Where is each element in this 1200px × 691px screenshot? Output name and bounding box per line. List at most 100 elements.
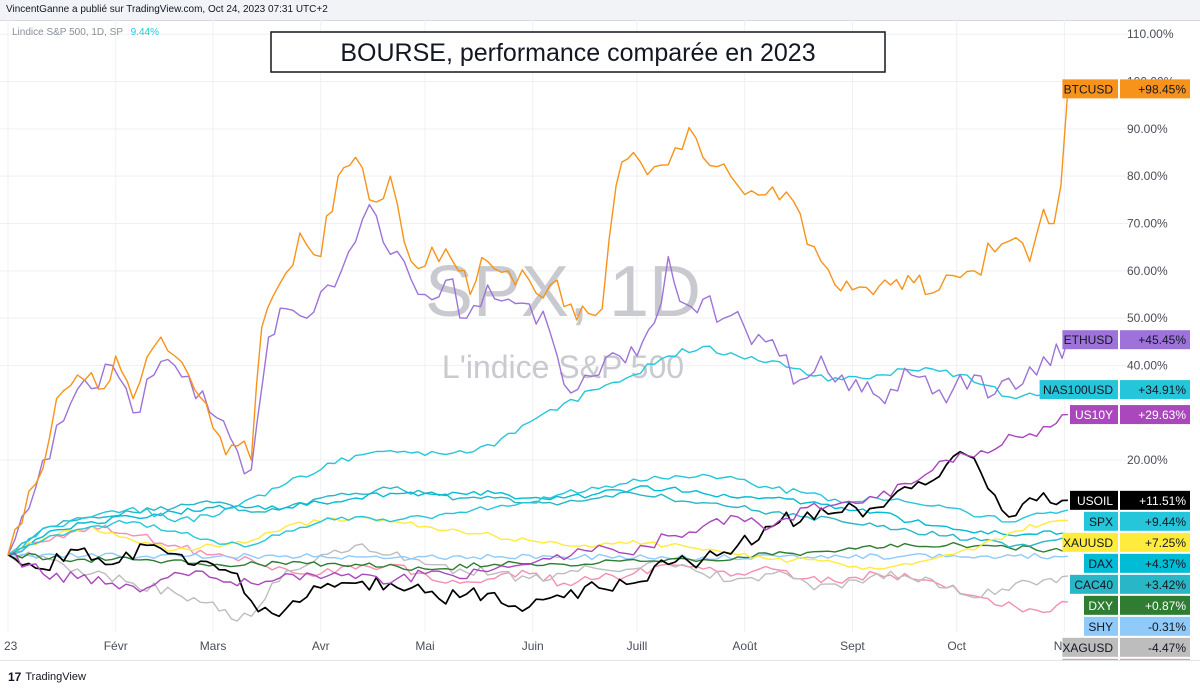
y-tick-label: 20.00% (1127, 453, 1168, 467)
badge-dxy[interactable]: DXY +0.87% (1084, 595, 1190, 615)
y-tick-label: 90.00% (1127, 122, 1168, 136)
series-line-xagusd (7, 543, 1068, 622)
badge-value: -4.47% (1148, 641, 1186, 655)
badge-cac40[interactable]: CAC40 +3.42% (1070, 574, 1190, 594)
series-line-dxy (7, 541, 1068, 571)
legend-info[interactable]: Lindice S&P 500, 1D, SP 9.44% (12, 27, 159, 38)
badge-value: +9.44% (1145, 515, 1186, 529)
x-tick-label: Févr (104, 639, 128, 653)
badge-value-bg (1120, 532, 1190, 552)
badge-spx[interactable]: SPX +9.44% (1084, 511, 1190, 531)
series-line-ethusd (7, 203, 1069, 556)
badge-name: SHY (1088, 620, 1113, 634)
badge-value-bg (1120, 380, 1190, 400)
series-line-us10y (7, 413, 1068, 593)
badge-name-bg (1039, 380, 1118, 400)
series-line-xcuusd (7, 524, 1068, 614)
series-line-xauusd (7, 516, 1068, 570)
series-line-usoil (7, 450, 1068, 618)
badge-value: +4.37% (1145, 557, 1186, 571)
series-line-shy (7, 552, 1068, 561)
badge-ethusd[interactable]: ETHUSD +45.45% (1062, 330, 1190, 350)
badge-usoil[interactable]: USOIL +11.51% (1070, 490, 1190, 510)
y-tick-label: 50.00% (1127, 311, 1168, 325)
chart-area[interactable]: SPX, 1D L'indice S&P 500 110.00%100.00%9… (0, 20, 1200, 660)
badge-name: DXY (1088, 599, 1113, 613)
y-tick-label: 80.00% (1127, 169, 1168, 183)
badge-value-bg (1120, 574, 1190, 594)
x-tick-label: Août (732, 639, 757, 653)
badge-nas100usd[interactable]: NAS100USD +34.91% (1039, 380, 1190, 400)
badge-name-bg (1084, 595, 1118, 615)
legend-value: 9.44% (131, 27, 159, 38)
badge-name: CAC40 (1074, 578, 1113, 592)
badge-us10y[interactable]: US10Y +29.63% (1070, 405, 1190, 425)
svg-text:Lindice S&P 500, 1D, SP: Lindice S&P 500, 1D, SP 9.44% (12, 27, 159, 38)
badge-name-bg (1070, 574, 1118, 594)
badge-xauusd[interactable]: XAUUSD +7.25% (1062, 532, 1190, 552)
badge-name-bg (1070, 490, 1118, 510)
badge-name: SPX (1089, 515, 1113, 529)
badge-value: +34.91% (1138, 383, 1186, 397)
badge-name: BTCUSD (1064, 82, 1114, 96)
series-lines (7, 88, 1069, 622)
series-line-btcusd (7, 88, 1069, 555)
badge-shy[interactable]: SHY -0.31% (1084, 616, 1190, 636)
badge-value-bg (1120, 595, 1190, 615)
x-tick-label: Juill (627, 639, 648, 653)
badge-name-bg (1062, 532, 1118, 552)
x-tick-label: Mars (200, 639, 227, 653)
badge-value-bg (1120, 79, 1190, 99)
badge-name-bg (1084, 511, 1118, 531)
x-axis[interactable]: 23FévrMarsAvrMaiJuinJuillAoûtSeptOctNov (4, 639, 1075, 653)
badge-value: +98.45% (1138, 82, 1186, 96)
x-tick-label: Avr (312, 639, 330, 653)
chart-title-box: BOURSE, performance comparée en 2023 (270, 31, 886, 73)
badge-value-bg (1120, 616, 1190, 636)
x-tick-label: 23 (4, 639, 18, 653)
series-line-spx (7, 473, 1069, 556)
legend-symbol: Lindice S&P 500, 1D, SP (12, 27, 123, 38)
badge-name: ETHUSD (1064, 333, 1114, 347)
badge-name: NAS100USD (1043, 383, 1113, 397)
badge-value-bg (1120, 490, 1190, 510)
grid (0, 20, 1128, 632)
brand-name: TradingView (25, 671, 86, 683)
badge-value: -0.31% (1148, 620, 1186, 634)
series-line-cac40 (7, 486, 1068, 556)
badge-value: +29.63% (1138, 408, 1186, 422)
badge-dax[interactable]: DAX +4.37% (1084, 553, 1190, 573)
watermark-symbol: SPX, 1D (425, 252, 701, 332)
y-tick-label: 60.00% (1127, 264, 1168, 278)
series-line-dax (7, 485, 1069, 556)
x-tick-label: Mai (415, 639, 434, 653)
badge-value: +3.42% (1145, 578, 1186, 592)
badge-name-bg (1062, 637, 1118, 657)
y-tick-label: 70.00% (1127, 217, 1168, 231)
footer: 17 TradingView (0, 660, 1200, 691)
badge-value: +11.51% (1139, 494, 1186, 508)
badge-name-bg (1062, 330, 1118, 350)
badge-name-bg (1084, 616, 1118, 636)
x-tick-label: Juin (522, 639, 544, 653)
badge-name: XAGUSD (1062, 641, 1113, 655)
badge-xcuusd[interactable]: XCUUSD-5.39% (1062, 658, 1190, 660)
badge-name: US10Y (1075, 408, 1113, 422)
x-tick-label: Oct (947, 639, 966, 653)
badge-value: +7.25% (1145, 536, 1186, 550)
tradingview-logo-icon: 17 (8, 670, 22, 684)
tradingview-brand[interactable]: 17 TradingView (8, 670, 86, 684)
publish-info: VincentGanne a publié sur TradingView.co… (6, 4, 328, 15)
badge-btcusd[interactable]: BTCUSD +98.45% (1062, 79, 1190, 99)
badge-value: +45.45% (1138, 333, 1186, 347)
x-tick-label: Sept (840, 639, 865, 653)
badge-value-bg (1120, 637, 1190, 657)
badge-value-bg (1120, 553, 1190, 573)
y-tick-label: 110.00% (1127, 27, 1174, 41)
badge-xagusd[interactable]: XAGUSD -4.47% (1062, 637, 1190, 657)
series-line-nas100usd (7, 345, 1069, 556)
series-badges: BTCUSD +98.45% ETHUSD +45.45% NAS100USD +34.9… (1039, 79, 1190, 660)
badge-name: USOIL (1077, 494, 1113, 508)
badge-value: +0.87% (1145, 599, 1186, 613)
badge-name: XAUUSD (1063, 536, 1113, 550)
